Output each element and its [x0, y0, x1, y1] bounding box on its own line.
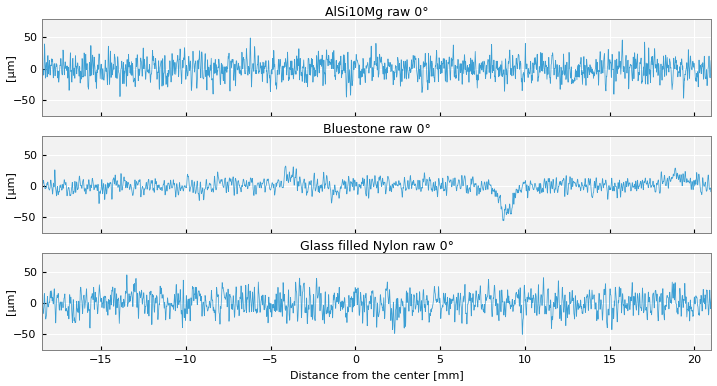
X-axis label: Distance from the center [mm]: Distance from the center [mm]	[290, 371, 463, 381]
Y-axis label: [μm]: [μm]	[6, 171, 16, 198]
Y-axis label: [μm]: [μm]	[6, 54, 16, 81]
Title: Bluestone raw 0°: Bluestone raw 0°	[323, 123, 430, 136]
Title: Glass filled Nylon raw 0°: Glass filled Nylon raw 0°	[300, 240, 454, 253]
Y-axis label: [μm]: [μm]	[6, 288, 16, 315]
Title: AlSi10Mg raw 0°: AlSi10Mg raw 0°	[325, 5, 428, 19]
